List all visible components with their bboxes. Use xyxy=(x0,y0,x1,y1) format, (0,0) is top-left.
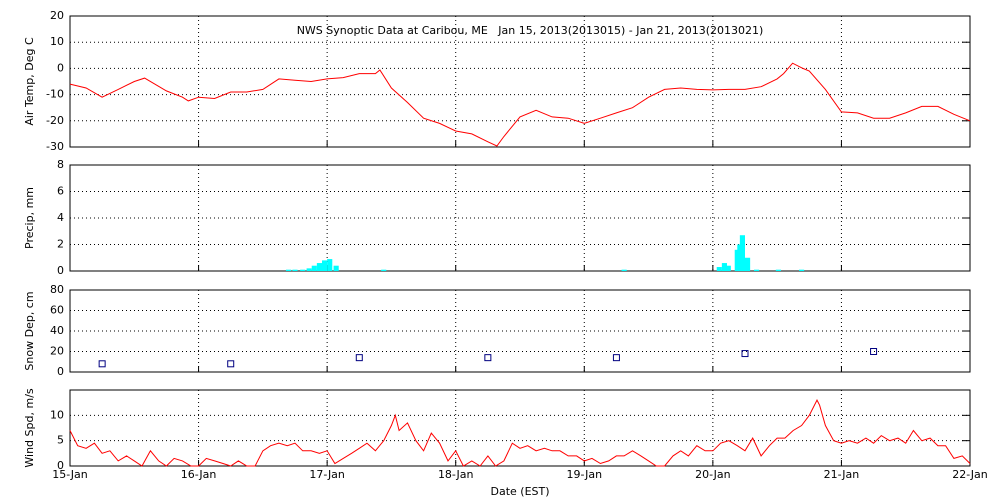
bar xyxy=(799,269,805,271)
x-tick-label: 21-Jan xyxy=(824,468,860,481)
bar xyxy=(621,269,627,271)
y-tick-label: 0 xyxy=(57,61,64,74)
y-axis-label: Air Temp, Deg C xyxy=(23,37,36,126)
bar xyxy=(300,269,306,271)
bar xyxy=(322,260,328,271)
y-tick-label: 20 xyxy=(50,9,64,22)
y-tick-label: 6 xyxy=(57,185,64,198)
point xyxy=(870,348,878,355)
plot-frame xyxy=(69,164,971,272)
y-tick-label: 8 xyxy=(57,158,64,171)
bar xyxy=(316,263,322,271)
y-tick-label: 20 xyxy=(50,345,64,358)
x-tick-label: 15-Jan xyxy=(52,468,88,481)
plot-frame xyxy=(69,389,971,467)
bar xyxy=(721,263,727,271)
bar xyxy=(306,268,312,271)
bar xyxy=(333,265,339,271)
bar xyxy=(286,269,292,271)
bar xyxy=(725,265,731,271)
bar xyxy=(327,259,333,271)
plot-frame xyxy=(69,15,971,148)
bar xyxy=(739,235,745,271)
y-tick-label: 0 xyxy=(57,264,64,277)
y-tick-label: 10 xyxy=(50,35,64,48)
x-axis-label: Date (EST) xyxy=(490,485,549,498)
bar xyxy=(775,269,781,271)
x-tick-label: 18-Jan xyxy=(438,468,474,481)
point xyxy=(484,354,492,362)
y-tick-label: -30 xyxy=(46,140,64,153)
point xyxy=(98,360,106,368)
data-line xyxy=(69,398,971,467)
y-tick-label: 4 xyxy=(57,211,64,224)
y-tick-label: 0 xyxy=(57,459,64,472)
y-tick-label: 60 xyxy=(50,304,64,317)
plot-frame xyxy=(69,289,971,373)
y-axis-label: Snow Dep, cm xyxy=(23,291,36,370)
bar xyxy=(754,269,760,271)
y-tick-label: 0 xyxy=(57,365,64,378)
bar xyxy=(292,269,298,271)
x-tick-label: 16-Jan xyxy=(181,468,217,481)
y-axis-label: Precip, mm xyxy=(23,187,36,249)
x-tick-label: 20-Jan xyxy=(695,468,731,481)
y-tick-label: 80 xyxy=(50,283,64,296)
y-tick-label: 5 xyxy=(57,434,64,447)
x-tick-label: 19-Jan xyxy=(567,468,603,481)
bar xyxy=(716,267,722,271)
y-tick-label: 2 xyxy=(57,238,64,251)
chart-title: NWS Synoptic Data at Caribou, ME Jan 15,… xyxy=(297,24,764,37)
y-tick-label: 10 xyxy=(50,408,64,421)
data-line xyxy=(69,62,971,147)
y-axis-label: Wind Spd, m/s xyxy=(23,388,36,468)
x-tick-label: 17-Jan xyxy=(309,468,345,481)
bar xyxy=(381,269,387,271)
y-tick-label: -20 xyxy=(46,114,64,127)
point xyxy=(355,354,363,362)
point xyxy=(612,354,620,362)
point xyxy=(741,350,749,358)
y-tick-label: 40 xyxy=(50,324,64,337)
x-tick-label: 22-Jan xyxy=(952,468,988,481)
bar xyxy=(745,257,751,271)
bar xyxy=(311,265,317,271)
point xyxy=(227,360,235,368)
y-tick-label: -10 xyxy=(46,88,64,101)
